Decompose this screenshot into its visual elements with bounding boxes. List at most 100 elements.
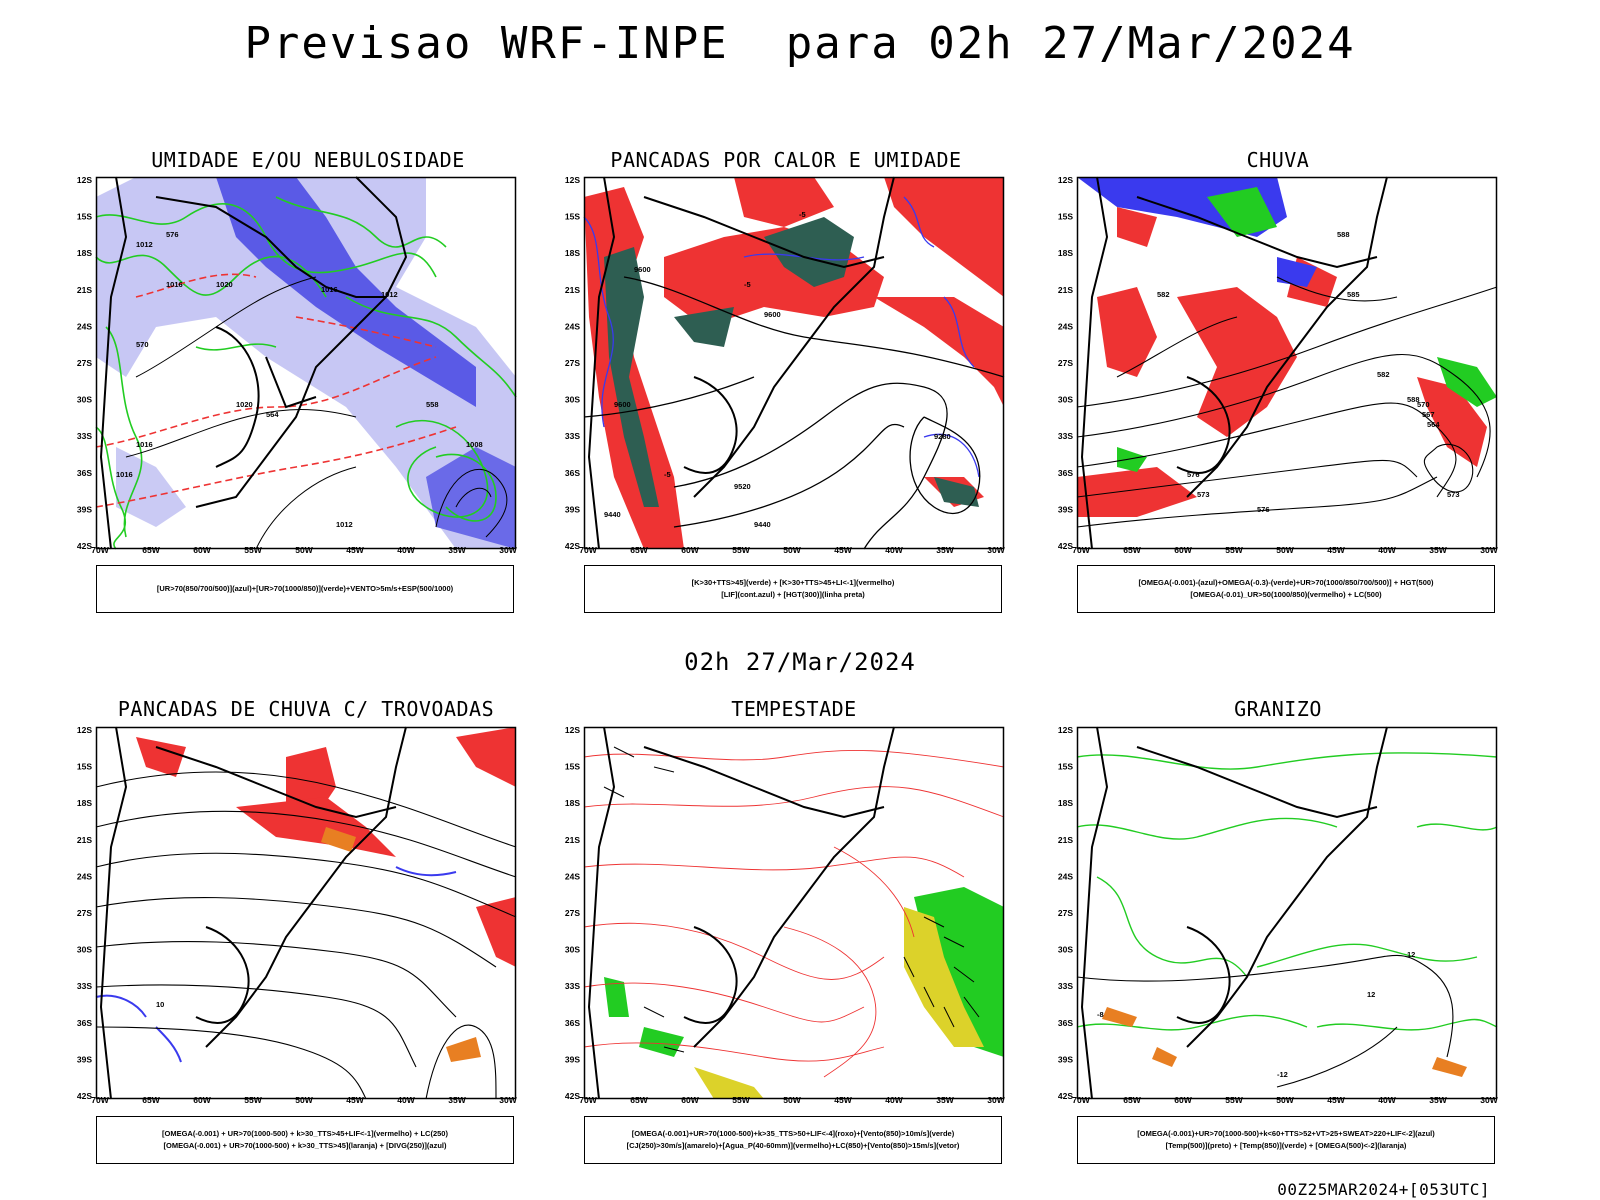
lat-tick-label: 21S xyxy=(77,285,92,295)
lon-tick-label: 35W xyxy=(1429,1095,1447,1105)
legend-storm: [OMEGA(-0.001)+UR>70(1000-500)+k>35_TTS>… xyxy=(584,1116,1002,1164)
lon-tick-label: 50W xyxy=(1276,1095,1294,1105)
lat-tick-label: 30S xyxy=(565,945,580,955)
lat-tick-label: 24S xyxy=(1058,321,1073,331)
contour-value-label: 9280 xyxy=(934,432,951,441)
lat-tick-label: 12S xyxy=(77,175,92,185)
lat-tick-label: 36S xyxy=(565,1018,580,1028)
lat-tick-label: 24S xyxy=(565,871,580,881)
lat-tick-label: 15S xyxy=(1058,212,1073,222)
contour-value-label: 1008 xyxy=(466,440,483,449)
contour-value-label: 558 xyxy=(426,400,439,409)
lon-tick-label: 50W xyxy=(783,1095,801,1105)
lon-tick-label: 40W xyxy=(1378,1095,1396,1105)
lat-tick-label: 18S xyxy=(77,798,92,808)
contour-value-label: -5 xyxy=(664,470,671,479)
contour-value-label: 1012 xyxy=(136,240,153,249)
lon-tick-label: 30W xyxy=(987,1095,1005,1105)
contour-value-label: 1016 xyxy=(166,280,183,289)
lat-tick-label: 30S xyxy=(77,395,92,405)
axis-labels: 12S 15S 18S 21S 24S 27S 30S 33S 36S 39S 42S 70W 65W 6… xyxy=(565,175,1006,555)
panel-title-storm: TEMPESTADE xyxy=(731,697,857,721)
run-footer: 00Z25MAR2024+[053UTC] xyxy=(1277,1180,1490,1199)
map-frame xyxy=(95,726,517,1100)
map-hail: 12S 15S 18S 21S 24S 27S 30S 33S 36S 39S 42S 70W 65W 6… xyxy=(1058,725,1499,1105)
lon-tick-label: 30W xyxy=(499,1095,517,1105)
legend-line: [OMEGA(-0.01)_UR>50(1000/850)(vermelho) … xyxy=(1190,590,1382,599)
map-frame xyxy=(1076,176,1498,550)
lat-tick-label: 36S xyxy=(77,1018,92,1028)
lon-tick-label: 45W xyxy=(1327,1095,1345,1105)
coastline-borders xyxy=(99,176,408,550)
lif-blue-contours xyxy=(583,196,980,478)
lon-tick-label: 30W xyxy=(1480,545,1498,555)
contour-value-label: -5 xyxy=(799,210,806,219)
lat-tick-label: 21S xyxy=(77,835,92,845)
contour-value-label: 573 xyxy=(1447,490,1460,499)
humidity-red-dashed xyxy=(95,273,457,508)
lon-tick-label: 40W xyxy=(397,1095,415,1105)
map-frame xyxy=(95,176,517,550)
contour-value-label: 1016 xyxy=(116,470,133,479)
storm-red-streamlines xyxy=(583,749,1005,1078)
rain-blue-areas xyxy=(1077,177,1317,287)
storm-yellow-jet xyxy=(694,907,984,1099)
lon-tick-label: 70W xyxy=(579,545,597,555)
map-frame xyxy=(1076,726,1498,1100)
lat-tick-label: 33S xyxy=(565,431,580,441)
lon-tick-label: 40W xyxy=(1378,545,1396,555)
contour-value-label: 582 xyxy=(1157,290,1170,299)
darkgreen-areas xyxy=(604,217,979,507)
lon-tick-label: 50W xyxy=(783,545,801,555)
lat-tick-label: 27S xyxy=(1058,358,1073,368)
lat-tick-label: 24S xyxy=(565,321,580,331)
axis-labels: 12S 15S 18S 21S 24S 27S 30S 33S 36S 39S 42S 70W 65W 6… xyxy=(77,175,518,555)
lat-tick-label: 18S xyxy=(1058,248,1073,258)
contour-value-label: -5 xyxy=(744,280,751,289)
lat-tick-label: 36S xyxy=(565,468,580,478)
axis-labels: 12S 15S 18S 21S 24S 27S 30S 33S 36S 39S 42S 70W 65W 6… xyxy=(77,725,518,1105)
temp850-green-contours xyxy=(1076,752,1498,1031)
lon-tick-label: 30W xyxy=(499,545,517,555)
lon-tick-label: 65W xyxy=(630,545,648,555)
lon-tick-label: 50W xyxy=(1276,545,1294,555)
contour-value-label: 573 xyxy=(1197,490,1210,499)
lat-tick-label: 12S xyxy=(77,725,92,735)
lat-tick-label: 39S xyxy=(1058,1054,1073,1064)
lon-tick-label: 40W xyxy=(885,1095,903,1105)
contour-value-label: 564 xyxy=(1427,420,1440,429)
lon-tick-label: 55W xyxy=(244,1095,262,1105)
lat-tick-label: 15S xyxy=(77,762,92,772)
lon-tick-label: 55W xyxy=(244,545,262,555)
contour-value-label: 1012 xyxy=(381,290,398,299)
lat-tick-label: 36S xyxy=(1058,468,1073,478)
lon-tick-label: 60W xyxy=(193,1095,211,1105)
contour-value-label: 9600 xyxy=(764,310,781,319)
legend-line: [OMEGA(-0.001) + UR>70(1000-500) + k>30_… xyxy=(163,1141,447,1150)
contour-value-label: 12 xyxy=(1367,990,1375,999)
coastline-borders xyxy=(587,726,895,1100)
lat-tick-label: 12S xyxy=(565,175,580,185)
contour-value-label: 570 xyxy=(1417,400,1430,409)
legend-hail: [OMEGA(-0.001)+UR>70(1000-500)+k<60+TTS>… xyxy=(1077,1116,1495,1164)
legend-rain: [OMEGA(-0.001)-(azul)+OMEGA(-0.3)-(verde… xyxy=(1077,565,1495,613)
legend-line: [OMEGA(-0.001)+UR>70(1000-500)+k>35_TTS>… xyxy=(631,1129,955,1138)
lon-tick-label: 50W xyxy=(295,1095,313,1105)
lat-tick-label: 27S xyxy=(565,358,580,368)
thunder-red-areas xyxy=(136,727,516,967)
lon-tick-label: 60W xyxy=(681,1095,699,1105)
lat-tick-label: 36S xyxy=(77,468,92,478)
humidity-blue-shading xyxy=(96,177,516,549)
lon-tick-label: 70W xyxy=(91,545,109,555)
legend-line: [K>30+TTS>45](verde) + [K>30+TTS>45+LI<-… xyxy=(691,578,895,587)
lat-tick-label: 24S xyxy=(77,871,92,881)
legend-line: [OMEGA(-0.001) + UR>70(1000-500) + k>30_… xyxy=(162,1129,448,1138)
lat-tick-label: 18S xyxy=(77,248,92,258)
lat-tick-label: 39S xyxy=(77,504,92,514)
contour-value-label: 588 xyxy=(1407,395,1420,404)
lat-tick-label: 42S xyxy=(1058,1091,1073,1101)
lat-tick-label: 42S xyxy=(565,1091,580,1101)
lat-tick-label: 12S xyxy=(1058,725,1073,735)
map-humidity: 12S 15S 18S 21S 24S 27S 30S 33S 36S 39S 42S 70W 65W 6… xyxy=(77,175,518,555)
lat-tick-label: 36S xyxy=(1058,1018,1073,1028)
